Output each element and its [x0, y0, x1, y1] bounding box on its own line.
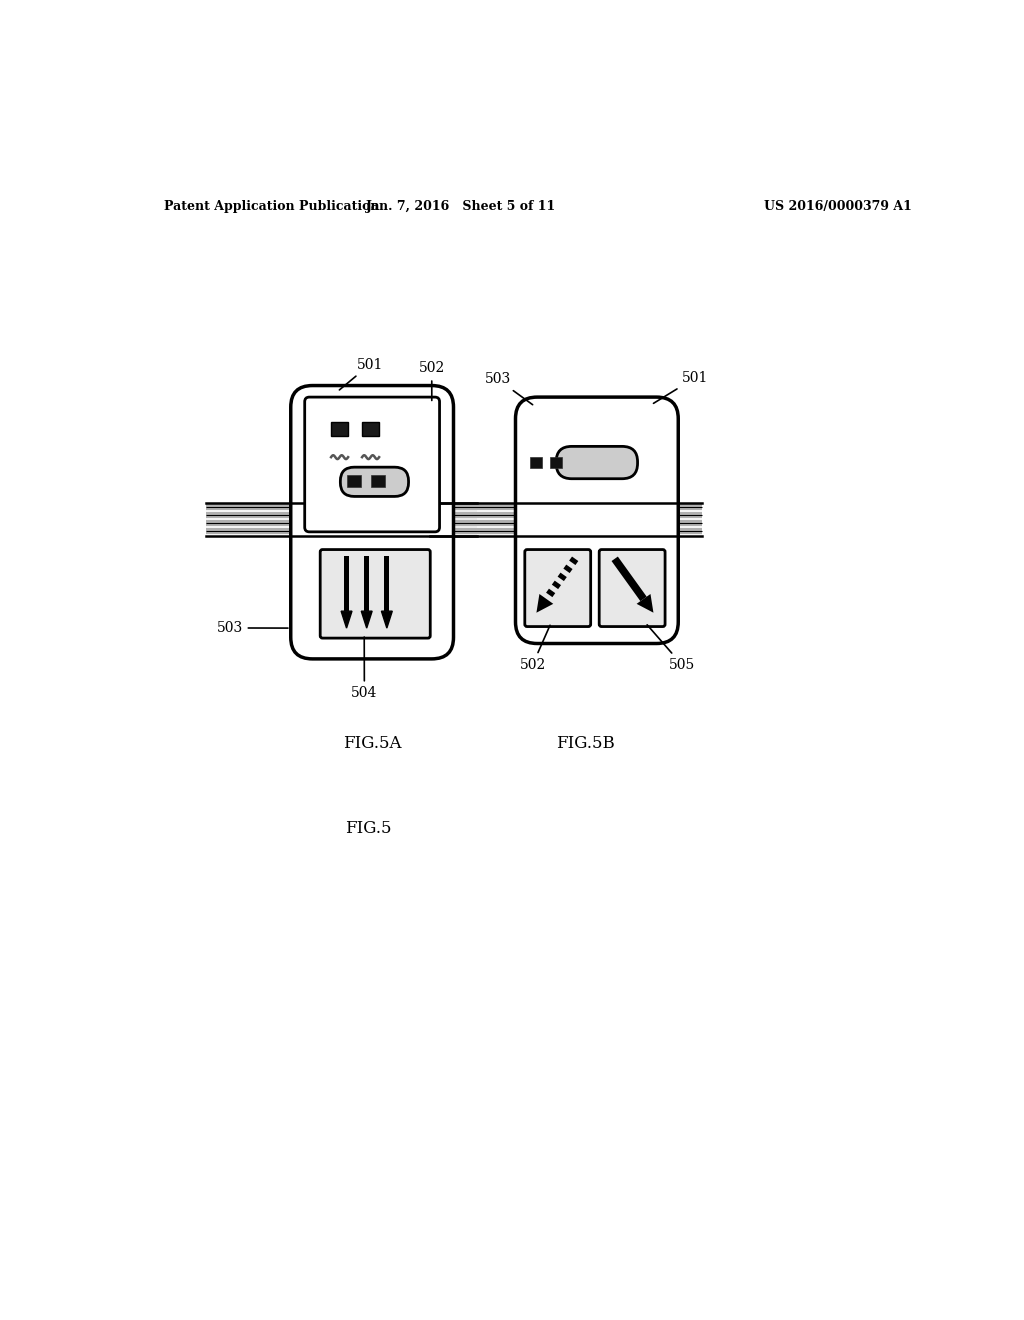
Bar: [372, 475, 385, 487]
Text: US 2016/0000379 A1: US 2016/0000379 A1: [764, 199, 911, 213]
FancyBboxPatch shape: [515, 397, 678, 644]
Text: 502: 502: [519, 626, 550, 672]
Polygon shape: [558, 573, 567, 581]
FancyBboxPatch shape: [305, 397, 439, 532]
Polygon shape: [563, 565, 572, 573]
Bar: [530, 457, 542, 469]
Polygon shape: [361, 611, 372, 628]
FancyBboxPatch shape: [524, 549, 591, 627]
FancyBboxPatch shape: [599, 549, 665, 627]
Polygon shape: [552, 581, 561, 589]
Text: 503: 503: [216, 620, 288, 635]
Text: 501: 501: [339, 358, 383, 389]
FancyBboxPatch shape: [556, 446, 638, 479]
Polygon shape: [537, 594, 553, 612]
Bar: [384, 556, 389, 611]
Bar: [362, 422, 379, 436]
Text: Patent Application Publication: Patent Application Publication: [165, 199, 380, 213]
Text: FIG.5B: FIG.5B: [556, 735, 614, 752]
Bar: [550, 457, 562, 469]
Text: Jan. 7, 2016   Sheet 5 of 11: Jan. 7, 2016 Sheet 5 of 11: [367, 199, 556, 213]
FancyBboxPatch shape: [340, 467, 409, 496]
Text: 502: 502: [419, 362, 444, 400]
Polygon shape: [341, 611, 352, 628]
Text: 503: 503: [484, 372, 532, 405]
Polygon shape: [637, 594, 653, 612]
Polygon shape: [381, 611, 392, 628]
Polygon shape: [611, 557, 647, 601]
Text: 501: 501: [653, 371, 709, 404]
Bar: [344, 556, 349, 611]
Text: FIG.5A: FIG.5A: [343, 735, 401, 752]
Polygon shape: [569, 557, 579, 565]
Text: 505: 505: [647, 624, 695, 672]
Text: FIG.5: FIG.5: [345, 820, 391, 837]
FancyBboxPatch shape: [321, 549, 430, 638]
Bar: [331, 422, 348, 436]
Bar: [347, 475, 361, 487]
Polygon shape: [546, 589, 555, 597]
Text: 504: 504: [351, 638, 378, 701]
FancyBboxPatch shape: [291, 385, 454, 659]
Bar: [365, 556, 369, 611]
